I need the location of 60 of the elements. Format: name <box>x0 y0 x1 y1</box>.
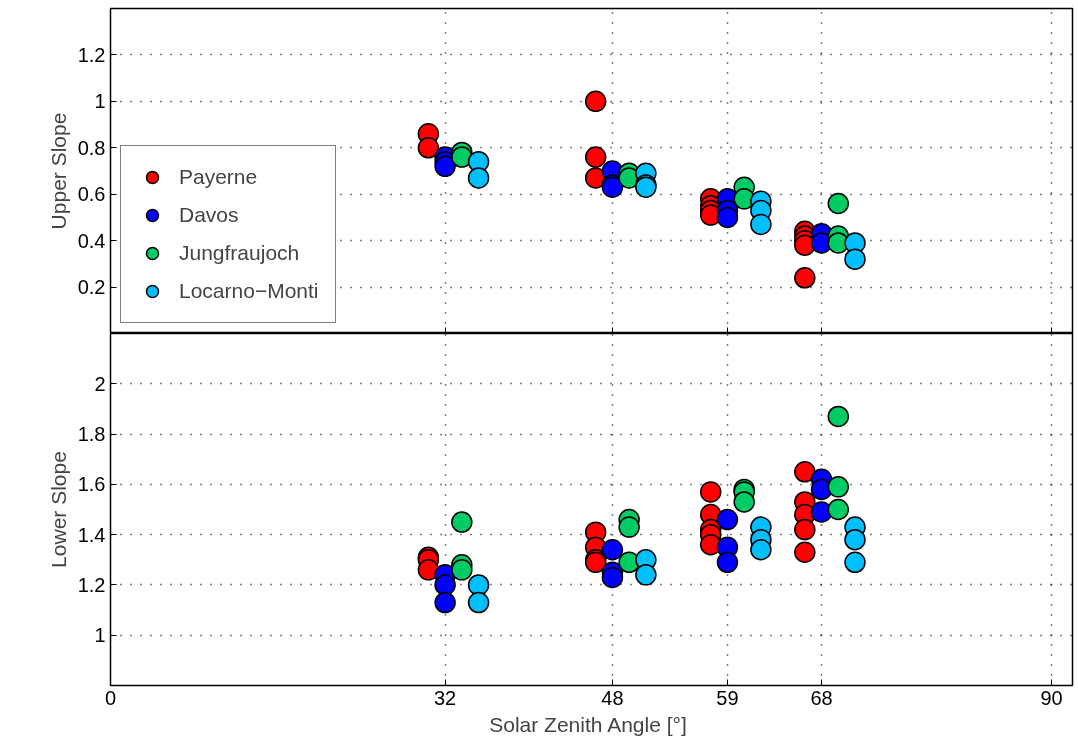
y-tick-label: 1 <box>94 624 106 647</box>
y-tick-label: 0.2 <box>77 276 106 299</box>
point <box>434 155 456 178</box>
x-tick-label: 90 <box>1040 686 1063 709</box>
y-tick-label: 0.8 <box>77 136 106 159</box>
point <box>467 574 490 596</box>
point <box>827 498 850 521</box>
point <box>794 518 816 541</box>
point <box>434 591 456 614</box>
legend-label: Jungfraujoch <box>179 241 300 265</box>
point <box>417 137 440 159</box>
y-tick-label: 1.8 <box>77 423 106 446</box>
x-axis-title: Solar Zenith Angle [°] <box>489 712 687 736</box>
y-axis-title: Upper Slope <box>46 112 70 230</box>
point <box>467 167 490 189</box>
point <box>716 508 739 531</box>
point <box>794 461 816 483</box>
y-tick-label: 2 <box>94 372 106 395</box>
y-tick-label: 0.4 <box>77 229 106 252</box>
y-axis-title: Lower Slope <box>46 451 70 568</box>
point <box>750 213 772 236</box>
x-tick-label: 68 <box>810 686 833 709</box>
point <box>635 564 657 586</box>
point <box>451 559 473 581</box>
point <box>584 146 607 168</box>
point <box>827 476 850 498</box>
point <box>716 551 739 574</box>
point <box>750 539 772 561</box>
legend-label: Payerne <box>179 165 258 189</box>
legend-label: Davos <box>179 203 239 227</box>
point <box>467 591 490 614</box>
point <box>434 574 456 596</box>
point <box>844 528 866 551</box>
y-tick-label: 1 <box>94 90 106 113</box>
point <box>794 267 816 289</box>
x-tick-label: 32 <box>433 686 457 709</box>
point <box>794 541 816 563</box>
point <box>844 551 866 574</box>
y-tick-label: 0.6 <box>77 183 106 206</box>
x-tick-label: 48 <box>601 686 624 709</box>
point <box>844 248 866 270</box>
point <box>827 405 850 428</box>
x-tick-label: 59 <box>716 686 739 709</box>
y-tick-label: 1.4 <box>77 523 106 546</box>
x-tick-label: 0 <box>104 686 117 709</box>
legend-label: Locarno−Monti <box>179 279 319 303</box>
point <box>451 511 473 533</box>
y-tick-label: 1.2 <box>77 43 106 66</box>
point <box>451 146 473 168</box>
point <box>716 206 739 229</box>
y-tick-label: 1.6 <box>77 473 106 496</box>
point <box>417 559 440 581</box>
point <box>584 90 607 113</box>
point <box>733 491 755 513</box>
point <box>601 566 624 589</box>
point <box>699 481 722 503</box>
y-tick-label: 1.2 <box>77 573 106 596</box>
point <box>618 516 640 538</box>
point <box>601 539 624 561</box>
point <box>827 192 850 215</box>
